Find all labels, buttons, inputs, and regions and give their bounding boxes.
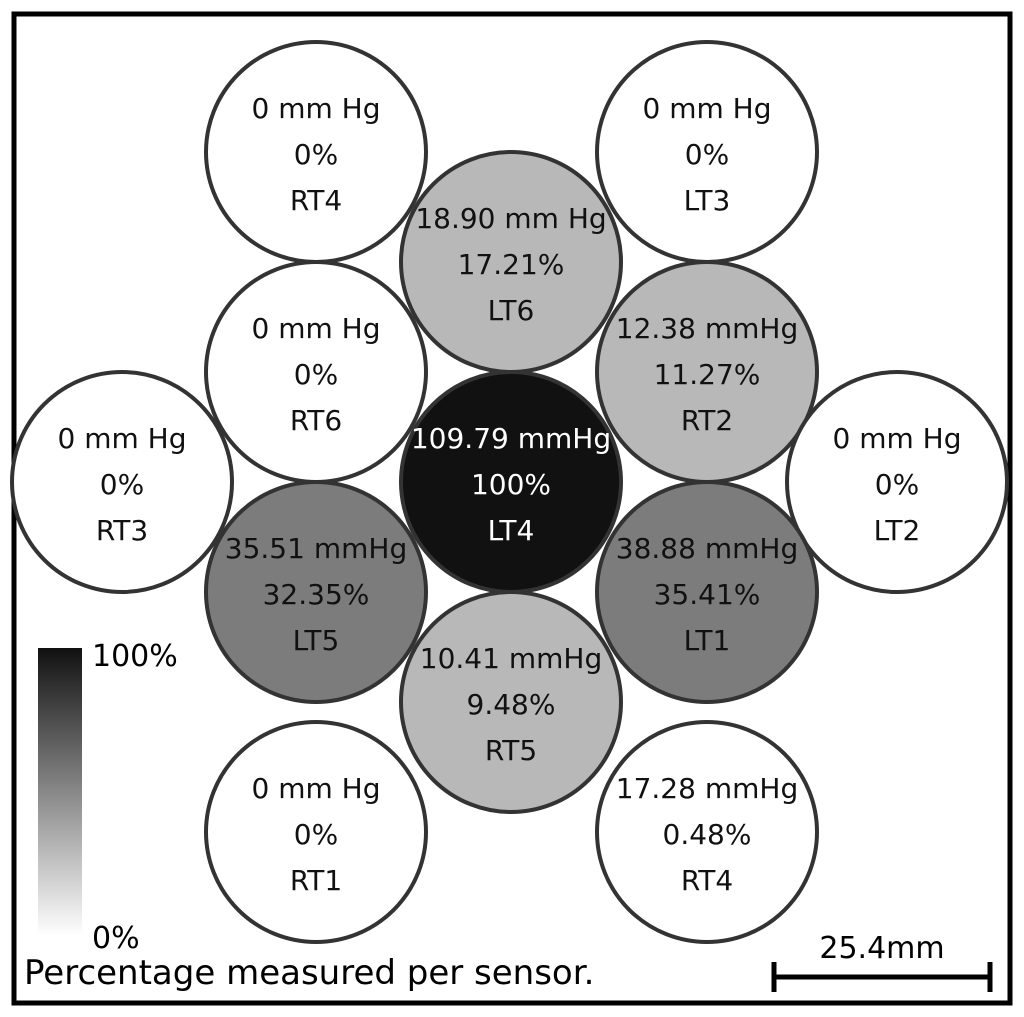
- sensor-circle: [399, 590, 623, 814]
- sensor-percent-text: 0%: [875, 468, 919, 501]
- sensor-label-text: LT3: [684, 184, 731, 217]
- sensor-label-text: RT2: [681, 404, 733, 437]
- sensor-lt1: 38.88 mmHg 35.41% LT1: [595, 480, 819, 704]
- legend-min-label: 0%: [92, 921, 140, 956]
- sensor-label-text: RT5: [485, 734, 537, 767]
- sensor-circle: [595, 480, 819, 704]
- sensor-pressure-text: 38.88 mmHg: [616, 532, 798, 565]
- sensor-rt5: 10.41 mmHg 9.48% RT5: [399, 590, 623, 814]
- sensor-pressure-text: 0 mm Hg: [252, 772, 381, 805]
- sensor-pressure-text: 18.90 mm Hg: [415, 202, 606, 235]
- legend-gradient-bar: [38, 648, 82, 936]
- sensor-circle: [10, 370, 234, 594]
- sensor-pressure-text: 10.41 mmHg: [420, 642, 602, 675]
- sensor-pressure-text: 35.51 mmHg: [225, 532, 407, 565]
- sensor-percent-text: 100%: [471, 468, 551, 501]
- sensor-percent-text: 0%: [294, 358, 338, 391]
- sensor-group: 0 mm Hg 0% RT4 0 mm Hg 0% LT3 18.90 mm Hg 17.21…: [10, 40, 1009, 944]
- sensor-circle: [204, 480, 428, 704]
- sensor-rt1: 0 mm Hg 0% RT1: [204, 720, 428, 944]
- sensor-lt6: 18.90 mm Hg 17.21% LT6: [399, 150, 623, 374]
- sensor-rt4: 0 mm Hg 0% RT4: [204, 40, 428, 264]
- sensor-percent-text: 0%: [100, 468, 144, 501]
- sensor-pressure-text: 0 mm Hg: [58, 422, 187, 455]
- sensor-percent-text: 32.35%: [263, 578, 370, 611]
- sensor-percent-text: 0.48%: [663, 818, 752, 851]
- sensor-lt5: 35.51 mmHg 32.35% LT5: [204, 480, 428, 704]
- sensor-label-text: RT6: [290, 404, 342, 437]
- sensor-label-text: RT3: [96, 514, 148, 547]
- sensor-pressure-text: 0 mm Hg: [833, 422, 962, 455]
- sensor-rt6: 0 mm Hg 0% RT6: [204, 260, 428, 484]
- sensor-pressure-text: 0 mm Hg: [643, 92, 772, 125]
- sensor-percent-text: 17.21%: [458, 248, 565, 281]
- sensor-pressure-text: 109.79 mmHg: [411, 422, 611, 455]
- sensor-pressure-text: 12.38 mmHg: [616, 312, 798, 345]
- sensor-label-text: RT4: [681, 864, 733, 897]
- sensor-rt4b: 17.28 mmHg 0.48% RT4: [595, 720, 819, 944]
- sensor-label-text: RT4: [290, 184, 342, 217]
- sensor-circle: [204, 720, 428, 944]
- sensor-percent-text: 9.48%: [467, 688, 556, 721]
- sensor-lt4: 109.79 mmHg 100% LT4: [399, 370, 623, 594]
- sensor-label-text: LT5: [293, 624, 340, 657]
- sensor-percent-text: 11.27%: [654, 358, 761, 391]
- sensor-percent-text: 0%: [685, 138, 729, 171]
- sensor-percent-text: 35.41%: [654, 578, 761, 611]
- sensor-pressure-text: 0 mm Hg: [252, 92, 381, 125]
- sensor-label-text: LT4: [488, 514, 535, 547]
- sensor-label-text: LT1: [684, 624, 731, 657]
- scale-bar-label: 25.4mm: [819, 931, 944, 966]
- sensor-rt3: 0 mm Hg 0% RT3: [10, 370, 234, 594]
- legend-caption: Percentage measured per sensor.: [24, 953, 594, 993]
- sensor-lt2: 0 mm Hg 0% LT2: [785, 370, 1009, 594]
- sensor-pressure-text: 0 mm Hg: [252, 312, 381, 345]
- sensor-label-text: LT2: [874, 514, 921, 547]
- sensor-lt3: 0 mm Hg 0% LT3: [595, 40, 819, 264]
- sensor-circle: [785, 370, 1009, 594]
- sensor-rt2: 12.38 mmHg 11.27% RT2: [595, 260, 819, 484]
- legend-max-label: 100%: [92, 639, 178, 674]
- sensor-label-text: RT1: [290, 864, 342, 897]
- legend: 100% 0% Percentage measured per sensor.: [24, 639, 594, 993]
- sensor-pressure-text: 17.28 mmHg: [616, 772, 798, 805]
- sensor-circle: [595, 720, 819, 944]
- sensor-percent-text: 0%: [294, 138, 338, 171]
- sensor-percent-text: 0%: [294, 818, 338, 851]
- scale-bar: 25.4mm: [771, 931, 993, 992]
- sensor-label-text: LT6: [488, 294, 535, 327]
